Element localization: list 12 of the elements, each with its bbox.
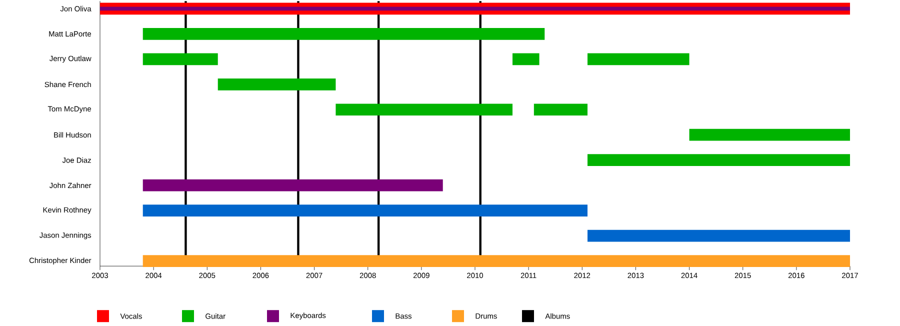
bar (142, 204, 588, 216)
bar (142, 255, 850, 267)
bar (336, 104, 513, 116)
bar (512, 53, 540, 66)
bar (218, 78, 336, 90)
bar (588, 230, 850, 242)
bar (588, 53, 690, 66)
bar (142, 28, 545, 40)
bar (142, 53, 218, 66)
bar (689, 128, 850, 141)
bar (588, 154, 850, 166)
bar (534, 104, 588, 116)
